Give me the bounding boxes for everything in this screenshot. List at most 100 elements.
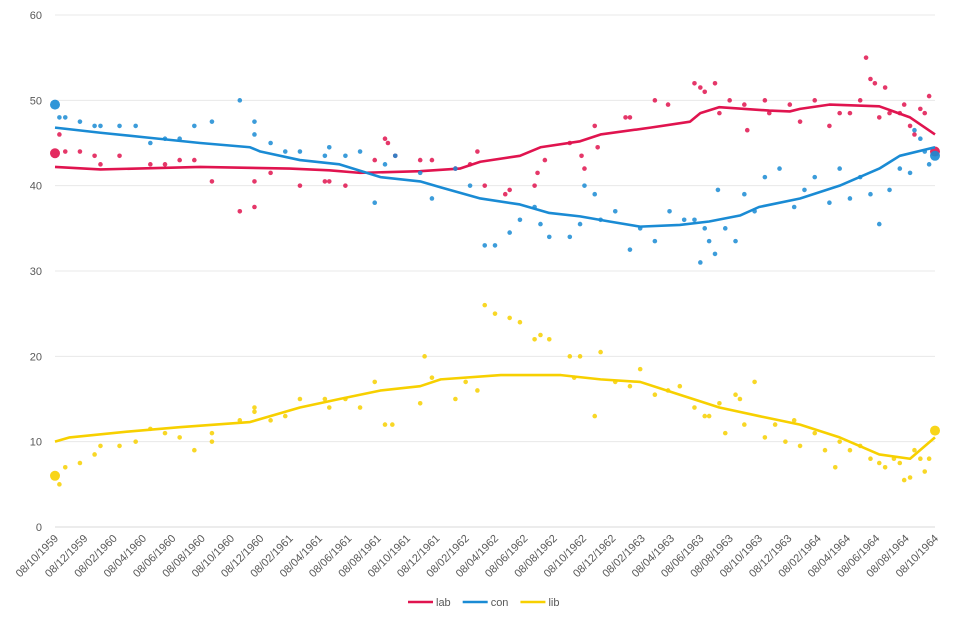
data-point: [326, 405, 332, 410]
data-point: [133, 123, 138, 129]
data-point: [322, 153, 328, 159]
data-point: [322, 396, 328, 402]
data-point: [727, 98, 732, 103]
data-point: [417, 170, 423, 176]
data-point: [677, 383, 683, 389]
data-point: [787, 102, 793, 107]
data-point: [507, 230, 512, 235]
data-point: [692, 217, 697, 223]
data-point: [652, 392, 658, 398]
data-point: [148, 162, 153, 167]
data-point: [57, 132, 62, 137]
data-point: [717, 400, 722, 406]
data-point: [372, 157, 378, 163]
data-point: [742, 422, 747, 427]
data-point: [390, 422, 395, 427]
y-tick-label: 40: [30, 181, 42, 193]
data-point: [252, 119, 257, 124]
data-point: [382, 422, 388, 427]
data-point: [77, 460, 83, 466]
data-point: [907, 170, 913, 176]
y-tick-label: 60: [30, 10, 42, 22]
data-point: [429, 375, 435, 380]
data-point: [832, 464, 838, 470]
data-point: [209, 179, 215, 184]
data-point: [268, 418, 273, 423]
data-point: [912, 447, 917, 453]
data-point: [822, 447, 828, 453]
data-point: [62, 115, 68, 120]
data-point: [712, 251, 718, 257]
data-point: [372, 379, 378, 385]
data-point: [612, 208, 618, 214]
data-point: [706, 413, 712, 419]
data-point: [343, 183, 348, 188]
trend-line-con: [54, 126, 936, 228]
legend-label-lib: lib: [548, 597, 559, 609]
data-point: [797, 119, 803, 124]
data-point: [467, 183, 473, 188]
data-point: [532, 336, 537, 342]
x-axis-ticks: 08/10/195908/12/195908/02/196008/04/1960…: [14, 533, 941, 580]
data-point: [162, 430, 168, 436]
data-point: [868, 456, 873, 462]
plot-area: [50, 55, 940, 487]
data-point: [546, 234, 552, 240]
data-point: [667, 208, 672, 214]
data-point: [77, 149, 83, 154]
data-point: [872, 80, 878, 86]
data-point: [463, 379, 468, 385]
data-point: [209, 430, 215, 436]
data-point: [912, 127, 917, 133]
data-point: [77, 119, 83, 124]
data-point: [762, 98, 768, 103]
data-point: [385, 140, 391, 146]
legend-label-lab: lab: [436, 597, 451, 609]
y-tick-label: 20: [30, 351, 42, 363]
data-point: [592, 413, 598, 419]
data-point: [698, 260, 703, 265]
data-point: [762, 435, 768, 440]
series-lib: [50, 302, 940, 487]
data-point: [742, 102, 747, 107]
data-point: [453, 166, 458, 171]
data-point: [887, 110, 892, 116]
data-point: [252, 409, 257, 415]
data-point: [209, 439, 215, 444]
data-point: [876, 115, 882, 120]
data-point: [98, 123, 103, 129]
data-point: [897, 166, 903, 171]
data-point: [475, 149, 480, 154]
y-tick-label: 10: [30, 437, 42, 449]
data-point: [882, 85, 888, 90]
data-point: [282, 149, 288, 154]
data-point: [417, 157, 423, 163]
data-point: [582, 166, 587, 171]
data-point: [492, 243, 498, 248]
data-point: [92, 153, 97, 159]
data-point: [429, 196, 435, 201]
data-point: [237, 208, 243, 214]
data-point: [177, 435, 182, 440]
data-point: [162, 162, 168, 167]
data-point: [918, 136, 923, 142]
data-point: [177, 157, 182, 163]
data-point: [382, 136, 388, 142]
data-point: [837, 439, 842, 444]
data-point: [857, 98, 863, 103]
data-point: [882, 464, 888, 470]
data-point: [652, 238, 658, 244]
data-point: [482, 183, 488, 188]
data-point: [665, 102, 671, 107]
data-point: [901, 477, 907, 483]
data-point: [907, 475, 913, 480]
data-point: [542, 157, 548, 163]
data-point: [326, 179, 332, 184]
data-point: [326, 144, 332, 150]
y-axis-ticks: 0 10 20 30 40 50 60: [30, 10, 42, 534]
data-point: [922, 469, 928, 474]
data-point: [535, 170, 540, 176]
data-point: [57, 482, 62, 487]
data-point: [357, 149, 363, 154]
